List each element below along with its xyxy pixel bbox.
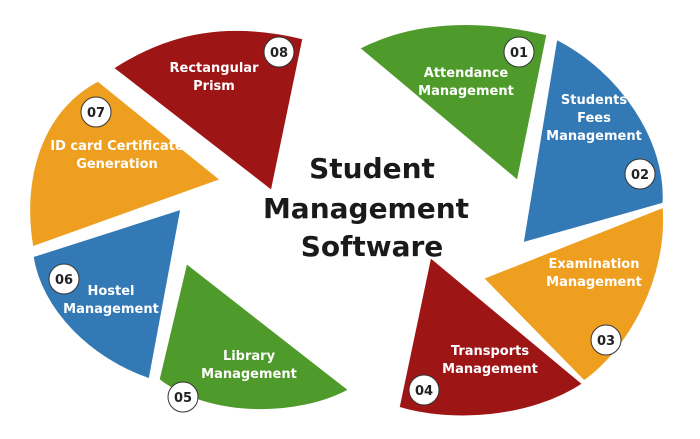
segment-shape [30, 205, 184, 382]
segment-label-line: Fees [577, 111, 611, 126]
segment-shape [355, 22, 550, 185]
title-line-3: Software [301, 230, 444, 263]
segment-08: Rectangular Prism 08 [109, 27, 306, 195]
segment-shape [27, 78, 226, 251]
number-badge-text: 05 [174, 391, 192, 406]
number-badge-text: 01 [510, 46, 528, 61]
number-badge-text: 07 [87, 106, 105, 121]
segment-01: Attendance Management 01 [355, 22, 550, 185]
segment-label-line: Management [418, 84, 514, 99]
segment-label-line: Attendance [424, 66, 509, 81]
number-badge-text: 08 [270, 46, 288, 61]
segment-02: Students Fees Management 02 [520, 35, 666, 247]
number-badge [590, 324, 622, 356]
segment-04: Transports Management 04 [396, 253, 587, 419]
segment-label-line: Rectangular [170, 61, 260, 76]
number-badge [263, 36, 295, 68]
segment-03: Examination Management 03 [479, 203, 667, 384]
number-badge [408, 374, 440, 406]
title-line-1: Student [309, 152, 435, 185]
segment-06: Hostel Management 06 [30, 205, 184, 382]
number-badge-text: 06 [55, 273, 73, 288]
segment-label-line: Transports [451, 344, 529, 359]
segment-label-line: Examination [549, 257, 640, 272]
segment-label-line: Generation [76, 157, 158, 172]
segment-label-line: Hostel [87, 284, 134, 299]
segment-label-line: Management [546, 129, 642, 144]
segment-label-line: ID card Certificate [50, 139, 184, 154]
number-badge-text: 02 [631, 168, 649, 183]
number-badge [80, 96, 112, 128]
number-badge [48, 263, 80, 295]
number-badge [167, 381, 199, 413]
center-title: Student Management Software [263, 152, 469, 263]
segment-shape [396, 253, 587, 419]
title-line-2: Management [263, 192, 469, 225]
segment-05: Library Management 05 [156, 259, 353, 413]
number-badge-text: 04 [415, 384, 433, 399]
number-badge-text: 03 [597, 334, 615, 349]
segment-label-line: Management [546, 275, 642, 290]
segments-layer: Attendance Management 01 Students Fees Manage… [27, 22, 667, 419]
segment-shape [520, 35, 666, 247]
segment-shape [109, 27, 306, 195]
number-badge [503, 36, 535, 68]
segment-label-line: Prism [193, 79, 235, 94]
segment-label-line: Management [442, 362, 538, 377]
segment-label-line: Management [201, 367, 297, 382]
segment-label-line: Students [561, 93, 627, 108]
number-badge [624, 158, 656, 190]
segment-label-line: Management [63, 302, 159, 317]
segment-07: ID card Certificate Generation 07 [27, 78, 226, 251]
segment-label-line: Library [223, 349, 276, 364]
